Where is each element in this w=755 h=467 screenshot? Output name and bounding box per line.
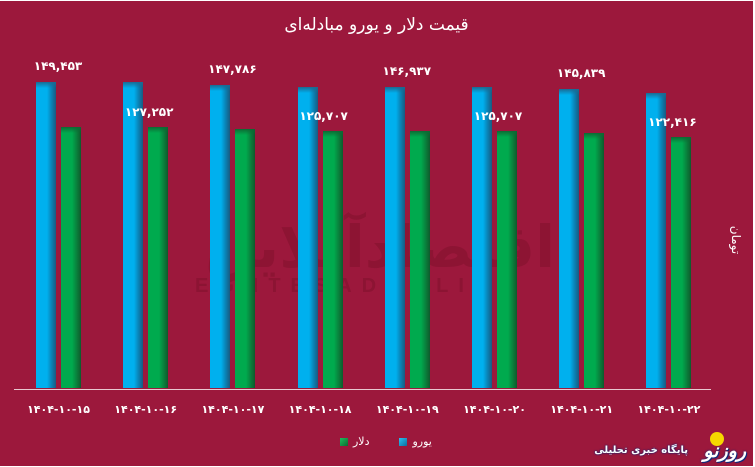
legend: یورو دلار <box>340 435 432 448</box>
brand-name: روزنو <box>703 440 746 462</box>
x-axis-line <box>14 389 711 390</box>
bar-euro <box>472 87 492 388</box>
x-tick-label: ۱۴۰۴-۱۰-۱۷ <box>201 403 265 416</box>
bar-euro <box>36 82 56 388</box>
legend-label-euro: یورو <box>412 435 432 448</box>
bar-euro <box>123 82 144 388</box>
x-tick-label: ۱۴۰۴-۱۰-۲۲ <box>637 403 701 416</box>
data-label-dollar: ۱۲۵,۷۰۷ <box>299 109 348 123</box>
bar-euro <box>384 87 405 388</box>
bar-dollar <box>409 131 430 388</box>
sun-icon <box>710 432 724 446</box>
x-tick-label: ۱۴۰۴-۱۰-۱۵ <box>27 403 90 416</box>
x-tick-label: ۱۴۰۴-۱۰-۲۰ <box>463 403 526 416</box>
bar-euro <box>297 87 318 388</box>
x-tick-label: ۱۴۰۴-۱۰-۱۹ <box>375 403 439 416</box>
right-edge <box>753 0 755 467</box>
x-tick-label: ۱۴۰۴-۱۰-۲۱ <box>550 403 614 416</box>
bar-euro <box>559 89 580 388</box>
data-label-dollar: ۱۲۲,۴۱۶ <box>648 115 697 129</box>
x-tick-label: ۱۴۰۴-۱۰-۱۶ <box>114 403 178 416</box>
bar-dollar <box>148 127 169 388</box>
data-label-dollar: ۱۲۷,۲۵۲ <box>124 105 174 119</box>
data-label-dollar: ۱۲۵,۷۰۷ <box>473 109 523 123</box>
bar-dollar <box>671 137 692 388</box>
bar-dollar <box>235 129 256 388</box>
legend-swatch-euro <box>399 437 408 446</box>
bar-dollar <box>497 131 517 388</box>
data-label-euro: ۱۴۵,۸۳۹ <box>556 66 606 80</box>
legend-label-dollar: دلار <box>353 435 370 448</box>
data-label-euro: ۱۴۷,۷۸۶ <box>208 62 257 76</box>
legend-item-dollar: دلار <box>340 435 369 448</box>
brand-logo: پایگاه خبری تحلیلی روزنو <box>590 428 750 466</box>
legend-swatch-dollar <box>340 437 348 446</box>
legend-item-euro: یورو <box>399 435 432 448</box>
data-label-euro: ۱۴۶,۹۳۷ <box>382 64 432 78</box>
bar-dollar <box>61 127 81 388</box>
chart-title: قیمت دلار و یورو مبادله‌ای <box>284 15 469 35</box>
brand-subtitle: پایگاه خبری تحلیلی <box>594 445 688 456</box>
roozno-logo-icon: روزنو <box>690 432 746 464</box>
x-tick-label: ۱۴۰۴-۱۰-۱۸ <box>288 403 352 416</box>
bar-dollar <box>584 133 605 388</box>
bar-euro <box>210 85 231 388</box>
bar-dollar <box>322 131 343 388</box>
bar-euro <box>646 93 667 388</box>
y-axis-label: تومان <box>729 225 744 255</box>
data-label-euro: ۱۴۹,۴۵۳ <box>33 59 83 73</box>
